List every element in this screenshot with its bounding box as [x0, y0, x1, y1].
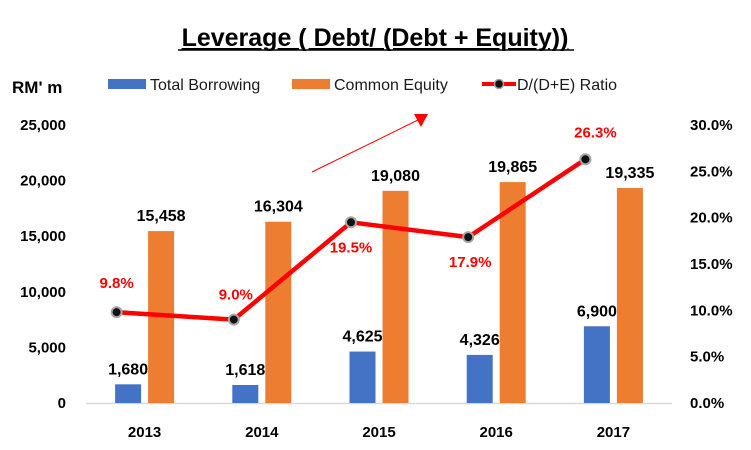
y-tick-label: 15,000: [20, 228, 66, 245]
y-tick-label: 5,000: [28, 339, 66, 356]
y2-tick-label: 20.0%: [690, 210, 733, 227]
ratio-value-label: 26.3%: [574, 124, 617, 141]
ratio-marker-icon: [345, 216, 357, 229]
y-axis-unit-label: RM' m: [12, 78, 62, 97]
legend-marker-icon: [493, 78, 505, 90]
legend-label: Total Borrowing: [150, 77, 260, 94]
bar-common-equity: [265, 221, 292, 403]
bar-value-label: 1,618: [225, 362, 265, 379]
bar-value-label: 4,326: [460, 332, 500, 349]
x-tick-label: 2013: [128, 424, 161, 441]
y-tick-label: 20,000: [20, 173, 66, 190]
arrow-head-icon: [414, 114, 428, 127]
arrow-shaft: [311, 118, 421, 173]
bar-total-borrowing: [466, 354, 493, 403]
x-tick-label: 2015: [362, 424, 395, 441]
bar-total-borrowing: [583, 326, 610, 403]
bar-value-label: 19,335: [605, 165, 654, 182]
y2-tick-label: 0.0%: [690, 395, 724, 412]
bar-value-label: 19,080: [371, 168, 420, 185]
legend-swatch-orange: [292, 79, 330, 89]
bar-common-equity: [616, 187, 643, 403]
x-tick-label: 2016: [480, 424, 513, 441]
ratio-marker-icon: [110, 306, 123, 319]
bar-value-label: 16,304: [254, 199, 303, 216]
ratio-marker-icon: [227, 313, 240, 326]
bar-value-label: 15,458: [137, 208, 186, 225]
ratio-value-label: 9.0%: [219, 287, 253, 304]
legend-item-ratio: D/(D+E) Ratio: [482, 77, 617, 94]
x-axis: 2013 2014 2015 2016 2017: [128, 424, 630, 441]
bar-value-label: 4,625: [342, 329, 382, 346]
y2-tick-label: 15.0%: [690, 256, 733, 273]
bar-total-borrowing: [349, 351, 376, 403]
y2-tick-label: 25.0%: [690, 163, 733, 180]
ratio-value-label: 17.9%: [449, 254, 492, 271]
bar-total-borrowing: [232, 385, 259, 403]
bar-common-equity: [499, 182, 526, 403]
y-tick-label: 25,000: [20, 117, 66, 134]
left-y-axis: 0 5,000 10,000 15,000 20,000 25,000: [20, 117, 66, 412]
legend-label: Common Equity: [334, 77, 448, 94]
legend-item-total-borrowing: Total Borrowing: [108, 77, 260, 94]
ratio-marker-icon: [579, 153, 592, 166]
ratio-value-label: 9.8%: [99, 275, 133, 292]
data-labels: 1,680 1,618 4,625 4,326 6,900 15,458 16,304 19,…: [99, 124, 654, 379]
chart-title: Leverage ( Debt/ (Debt + Equity)): [182, 24, 569, 52]
x-tick-label: 2014: [245, 424, 279, 441]
y2-tick-label: 5.0%: [690, 349, 724, 366]
y2-tick-label: 30.0%: [690, 117, 733, 134]
y-tick-label: 0: [58, 395, 66, 412]
y-tick-label: 10,000: [20, 284, 66, 301]
y2-tick-label: 10.0%: [690, 302, 733, 319]
ratio-marker-icon: [462, 231, 475, 244]
right-y-axis: 0.0% 5.0% 10.0% 15.0% 20.0% 25.0% 30.0%: [690, 117, 733, 412]
bar-value-label: 1,680: [108, 361, 148, 378]
legend-item-common-equity: Common Equity: [292, 77, 448, 94]
legend-swatch-blue: [108, 79, 146, 89]
bar-value-label: 6,900: [577, 303, 617, 320]
ratio-value-label: 19.5%: [330, 239, 373, 256]
bar-value-label: 19,865: [488, 159, 537, 176]
x-tick-label: 2017: [597, 424, 630, 441]
legend: Total Borrowing Common Equity D/(D+E) Ra…: [108, 77, 617, 94]
bar-series: [115, 182, 643, 403]
bar-total-borrowing: [115, 384, 142, 403]
trend-arrow-annotation: [311, 114, 428, 173]
ratio-line-series: [110, 153, 592, 326]
legend-label: D/(D+E) Ratio: [517, 77, 617, 94]
bar-common-equity: [382, 190, 409, 403]
